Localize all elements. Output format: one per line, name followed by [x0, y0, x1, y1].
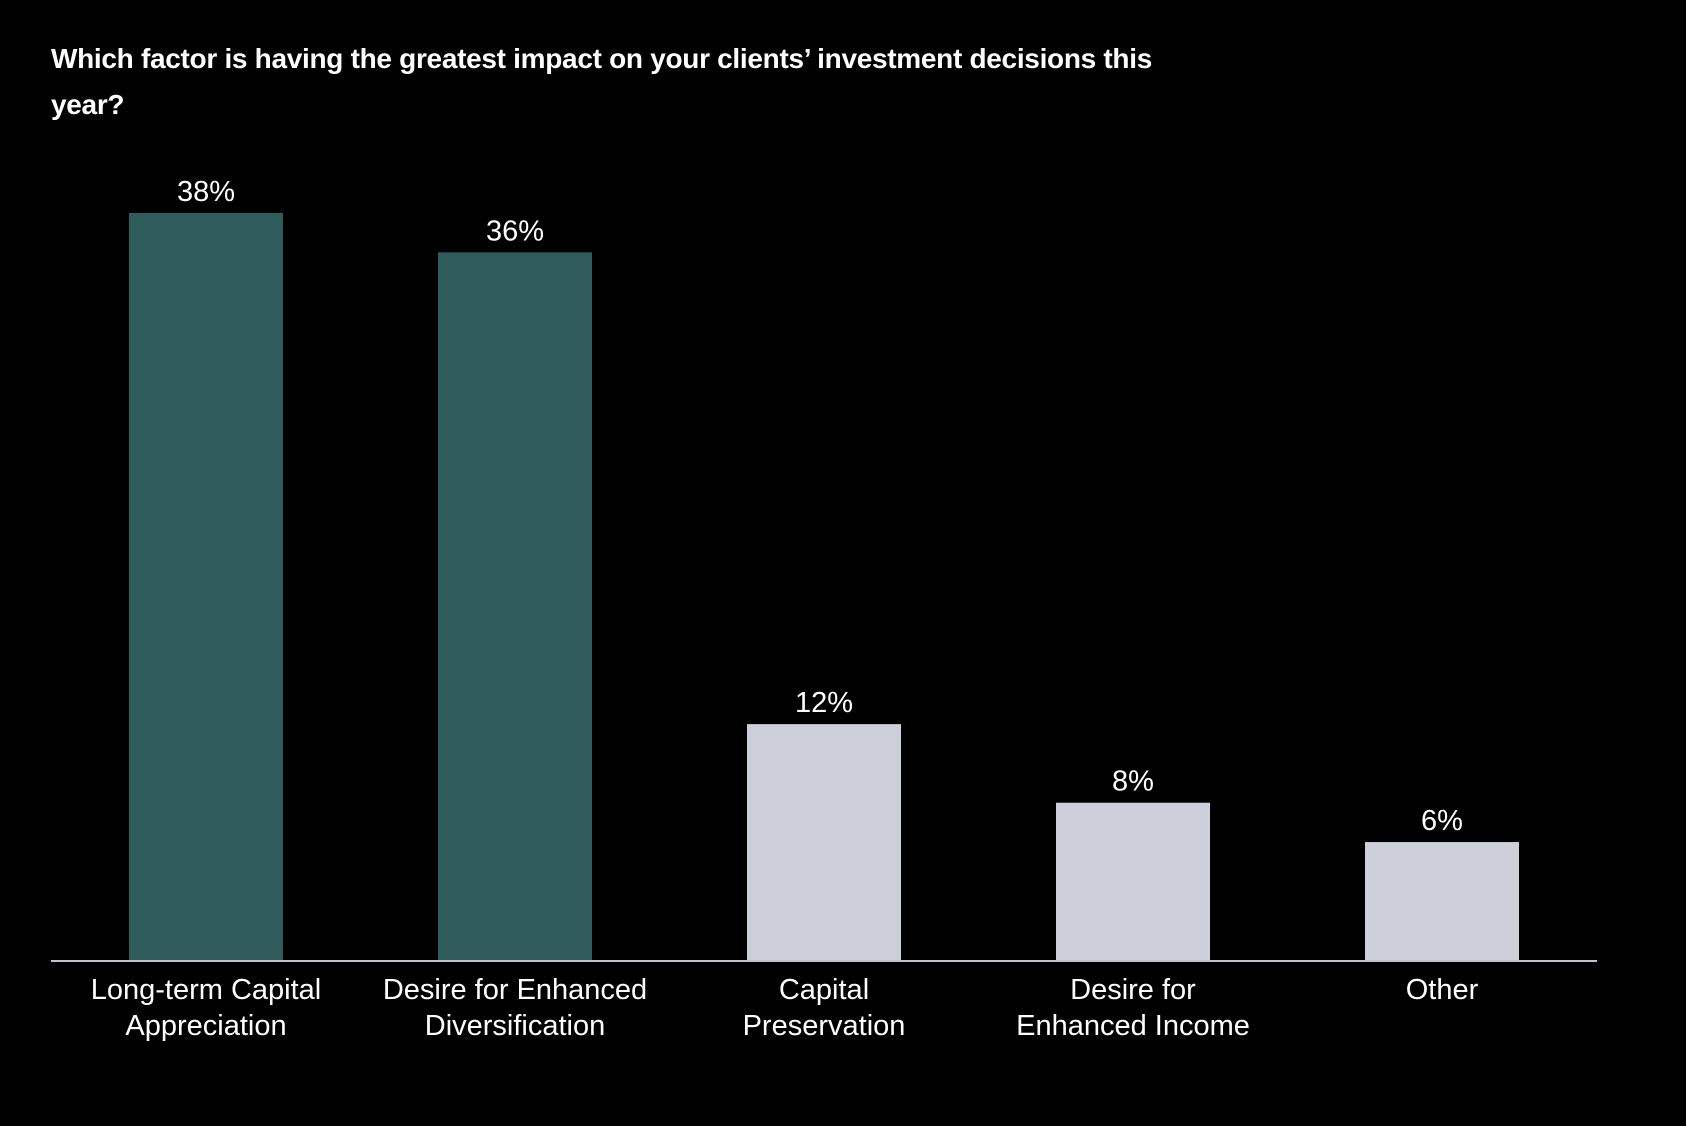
- category-label-desire-for-enhanced-diversification: Desire for Enhanced Diversification: [383, 974, 647, 1042]
- value-label-long-term-capital-appreciation: 38%: [177, 176, 235, 208]
- value-label-capital-preservation: 12%: [795, 687, 853, 719]
- category-label-long-term-capital-appreciation: Long-term Capital Appreciation: [91, 974, 322, 1042]
- value-label-desire-for-enhanced-income: 8%: [1112, 766, 1154, 798]
- bar-other: [1365, 842, 1519, 960]
- bar-desire-for-enhanced-diversification: [438, 252, 592, 960]
- category-labels: Long-term Capital Appreciation Desire for …: [91, 974, 1479, 1042]
- chart-title: Which factor is having the greatest impa…: [51, 43, 1152, 120]
- bar-desire-for-enhanced-income: [1056, 802, 1210, 960]
- bar-capital-preservation: [747, 724, 901, 960]
- value-label-other: 6%: [1421, 805, 1463, 837]
- bar-long-term-capital-appreciation: [129, 213, 283, 960]
- bars: [129, 213, 1519, 960]
- category-label-desire-for-enhanced-income: Desire for Enhanced Income: [1016, 974, 1250, 1042]
- category-label-capital-preservation: Capital Preservation: [743, 974, 906, 1042]
- category-label-other: Other: [1406, 974, 1479, 1006]
- value-labels: 38% 36% 12% 8% 6%: [177, 176, 1463, 837]
- value-label-desire-for-enhanced-diversification: 36%: [486, 215, 544, 247]
